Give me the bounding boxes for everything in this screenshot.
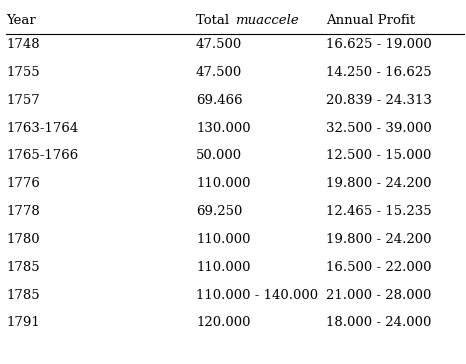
Text: 69.250: 69.250	[196, 205, 242, 218]
Text: 1755: 1755	[6, 66, 40, 79]
Text: 47.500: 47.500	[196, 38, 242, 51]
Text: 50.000: 50.000	[196, 150, 242, 162]
Text: 20.839 - 24.313: 20.839 - 24.313	[326, 94, 432, 107]
Text: 110.000 - 140.000: 110.000 - 140.000	[196, 289, 318, 301]
Text: 130.000: 130.000	[196, 122, 251, 135]
Text: muaccele: muaccele	[235, 14, 299, 27]
Text: Total: Total	[196, 14, 233, 27]
Text: 1763-1764: 1763-1764	[6, 122, 78, 135]
Text: 32.500 - 39.000: 32.500 - 39.000	[326, 122, 432, 135]
Text: 1748: 1748	[6, 38, 40, 51]
Text: 1785: 1785	[6, 289, 40, 301]
Text: 120.000: 120.000	[196, 316, 250, 329]
Text: 110.000: 110.000	[196, 233, 250, 246]
Text: 1785: 1785	[6, 261, 40, 274]
Text: 14.250 - 16.625: 14.250 - 16.625	[326, 66, 431, 79]
Text: 110.000: 110.000	[196, 261, 250, 274]
Text: 21.000 - 28.000: 21.000 - 28.000	[326, 289, 431, 301]
Text: 16.625 - 19.000: 16.625 - 19.000	[326, 38, 432, 51]
Text: 47.500: 47.500	[196, 66, 242, 79]
Text: 12.500 - 15.000: 12.500 - 15.000	[326, 150, 431, 162]
Text: 69.466: 69.466	[196, 94, 243, 107]
Text: 19.800 - 24.200: 19.800 - 24.200	[326, 177, 431, 190]
Text: 1778: 1778	[6, 205, 40, 218]
Text: Year: Year	[6, 14, 36, 27]
Text: 1791: 1791	[6, 316, 40, 329]
Text: 19.800 - 24.200: 19.800 - 24.200	[326, 233, 431, 246]
Text: 18.000 - 24.000: 18.000 - 24.000	[326, 316, 431, 329]
Text: 1765-1766: 1765-1766	[6, 150, 78, 162]
Text: Annual Profit: Annual Profit	[326, 14, 415, 27]
Text: 1780: 1780	[6, 233, 40, 246]
Text: 16.500 - 22.000: 16.500 - 22.000	[326, 261, 431, 274]
Text: 1757: 1757	[6, 94, 40, 107]
Text: 1776: 1776	[6, 177, 40, 190]
Text: 12.465 - 15.235: 12.465 - 15.235	[326, 205, 431, 218]
Text: 110.000: 110.000	[196, 177, 250, 190]
